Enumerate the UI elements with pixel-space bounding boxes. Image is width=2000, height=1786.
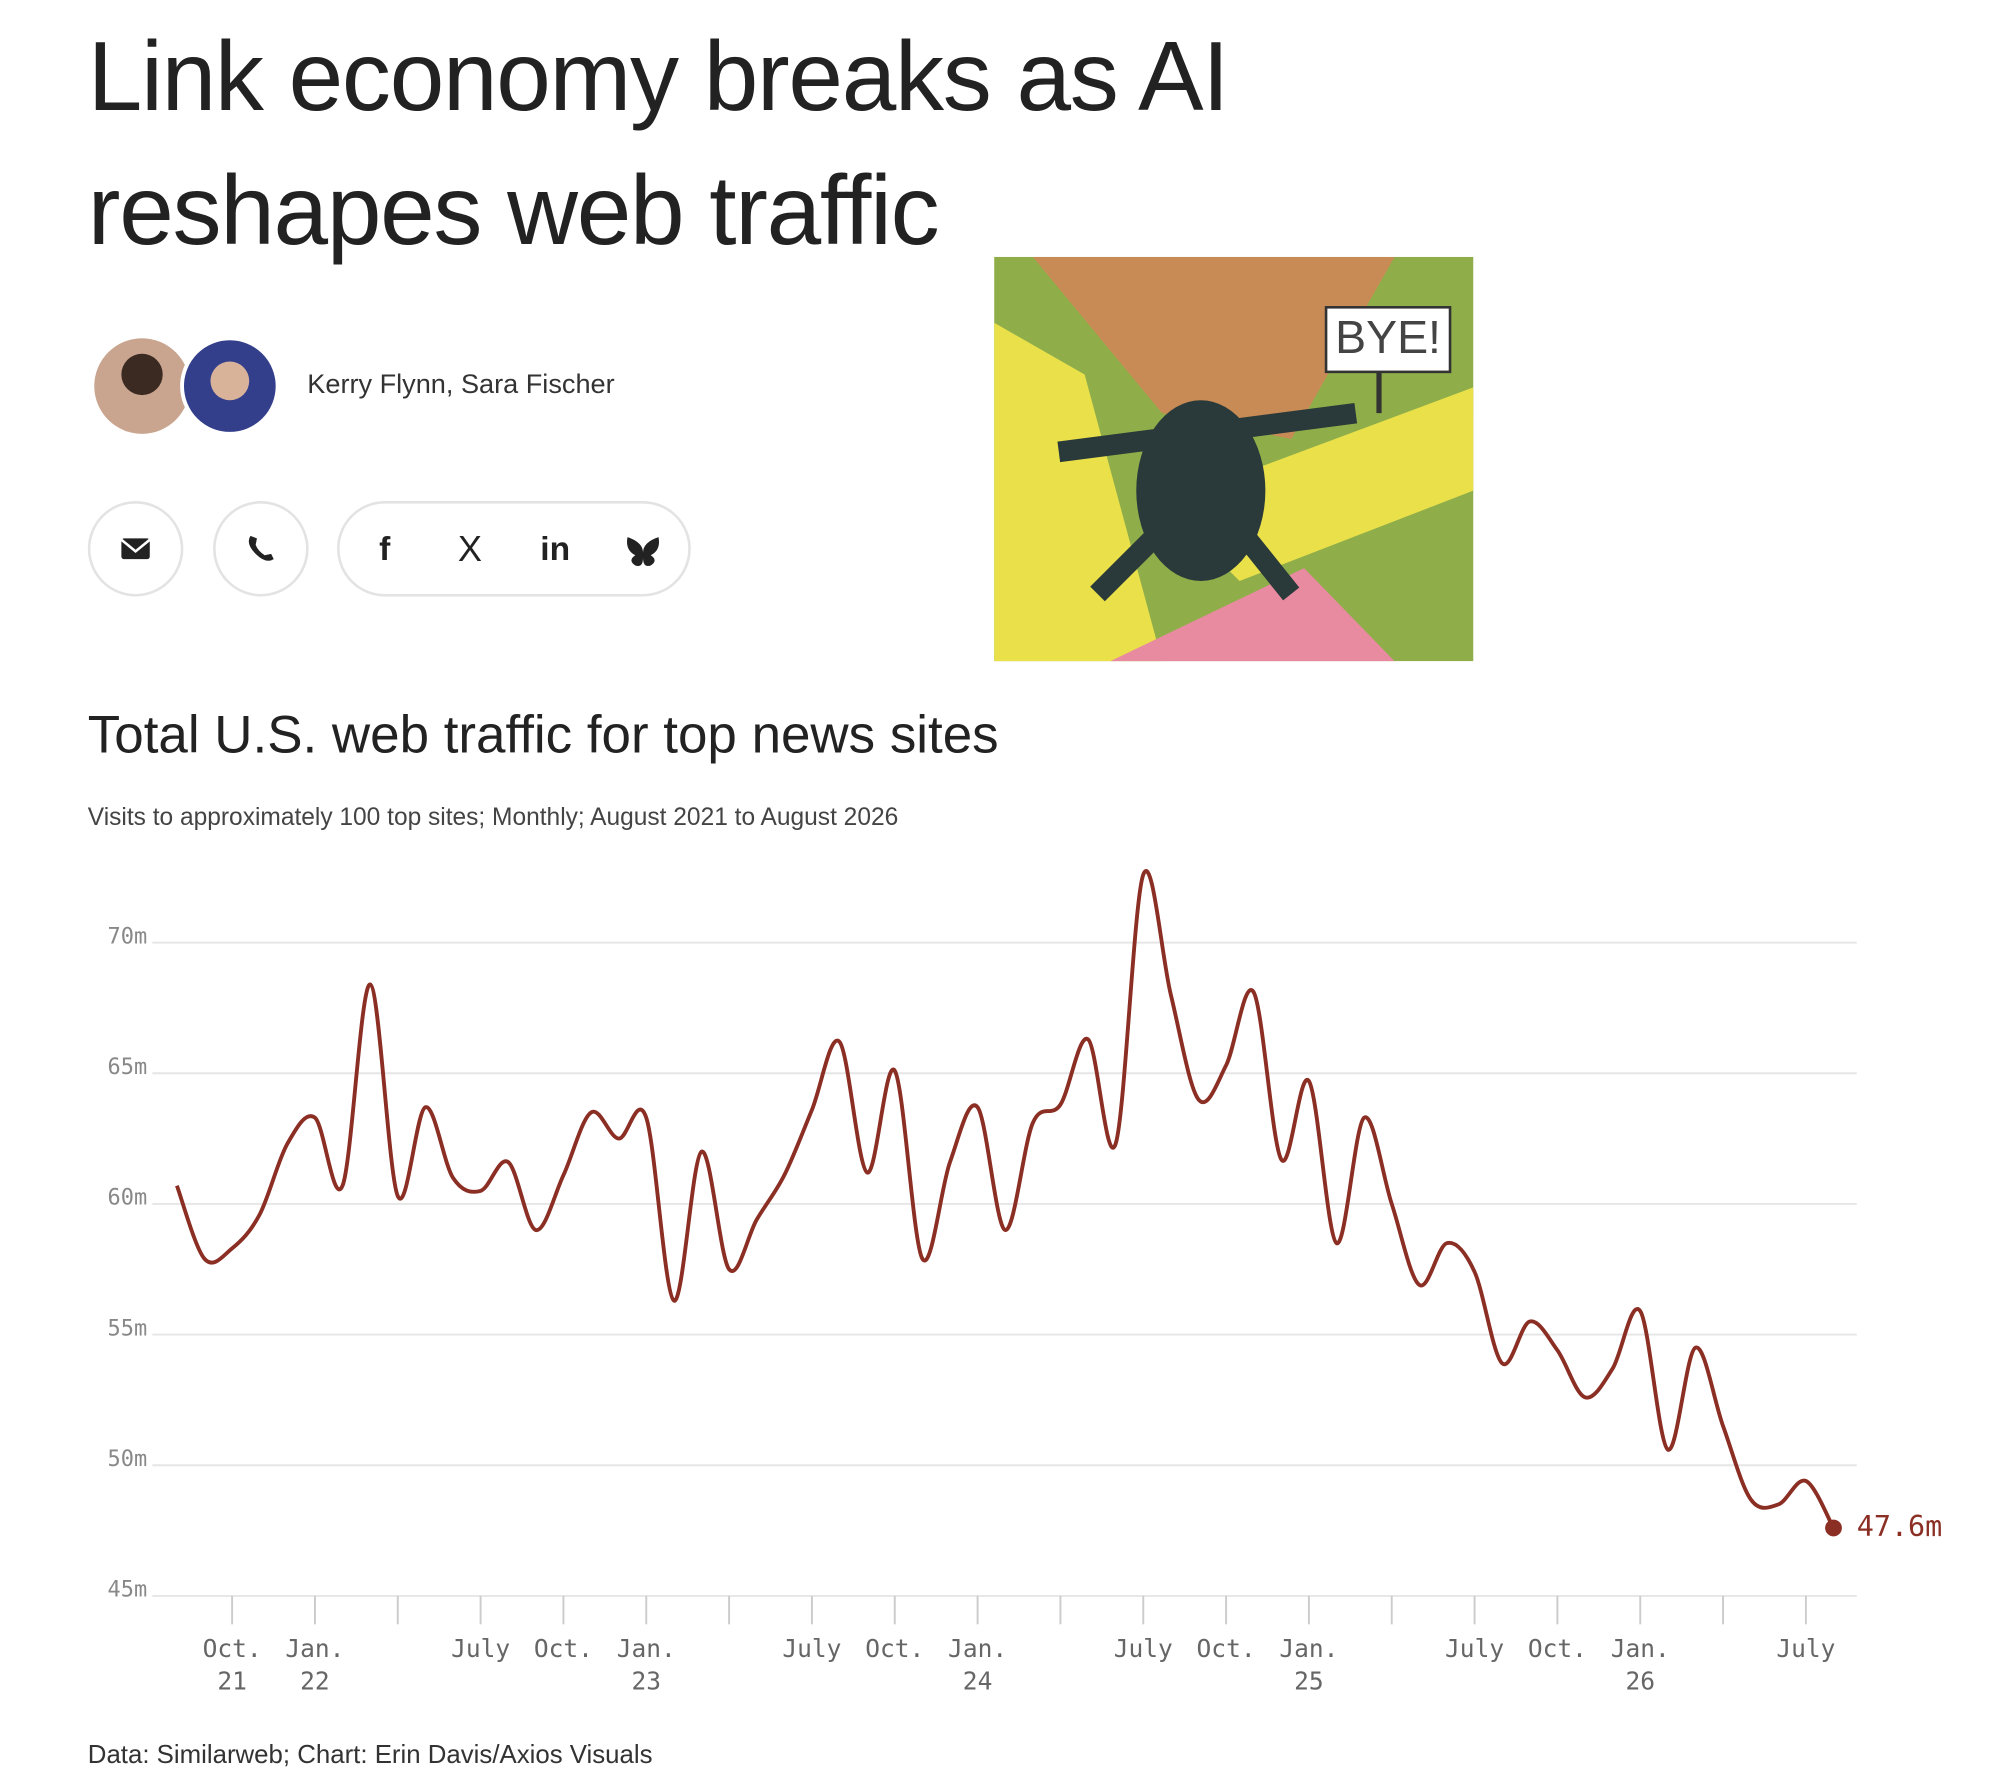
- x-tick-label: July: [1776, 1634, 1835, 1663]
- y-tick-label: 60m: [108, 1186, 148, 1211]
- end-point: [1825, 1519, 1842, 1537]
- x-tick-year: 23: [632, 1666, 662, 1695]
- avatar-hair: [121, 353, 163, 396]
- x-tick-label: Jan.: [948, 1634, 1007, 1663]
- y-tick-label: 45m: [108, 1578, 148, 1603]
- sign-text: BYE!: [1335, 311, 1441, 363]
- data-line: [175, 869, 1836, 1529]
- x-tick-label: Jan.: [1611, 1634, 1670, 1663]
- x-tick-label: Oct.: [865, 1634, 924, 1663]
- x-tick-year: 22: [300, 1666, 330, 1695]
- x-tick-year: 24: [963, 1666, 993, 1695]
- phone-icon: [248, 535, 274, 561]
- x-tick-year: 21: [217, 1666, 247, 1695]
- chart-subtitle: Visits to approximately 100 top sites; M…: [88, 804, 898, 831]
- phone-button[interactable]: [213, 500, 309, 597]
- x-tick-label: Jan.: [285, 1634, 344, 1663]
- authors: Kerry Flynn, Sara Fischer: [307, 368, 614, 399]
- y-tick-label: 50m: [108, 1447, 148, 1472]
- x-tick-label: July: [782, 1634, 841, 1663]
- share-group: [337, 500, 691, 597]
- facebook-button[interactable]: f: [379, 531, 391, 568]
- x-tick-label: Oct.: [1528, 1634, 1587, 1663]
- x-tick-label: Jan.: [1279, 1634, 1338, 1663]
- x-tick-label: July: [1114, 1634, 1173, 1663]
- x-tick-year: 26: [1625, 1666, 1655, 1695]
- y-tick-label: 70m: [108, 924, 148, 949]
- chart-source: Data: Similarweb; Chart: Erin Davis/Axio…: [88, 1741, 653, 1769]
- email-icon: [121, 538, 150, 560]
- y-tick-label: 65m: [108, 1055, 148, 1080]
- y-tick-label: 55m: [108, 1316, 148, 1341]
- article-title: Link economy breaks as AI reshapes web t…: [87, 21, 1230, 266]
- x-tick-label: Oct.: [1197, 1634, 1256, 1663]
- value-label: 47.6m: [1857, 1510, 1942, 1543]
- x-tick-label: Jan.: [617, 1634, 676, 1663]
- linkedin-button[interactable]: in: [540, 531, 570, 568]
- chart-title: Total U.S. web traffic for top news site…: [88, 706, 999, 765]
- x-tick-label: July: [451, 1634, 510, 1663]
- avatar-face: [210, 361, 250, 401]
- x-tick-label: Oct.: [534, 1634, 593, 1663]
- x-button[interactable]: X: [458, 528, 482, 569]
- email-icon-flap: [120, 538, 151, 554]
- x-tick-label: Oct.: [203, 1634, 262, 1663]
- cartoon-image: BYE!: [994, 256, 1474, 662]
- x-tick-label: July: [1445, 1634, 1504, 1663]
- bluesky-button[interactable]: [627, 537, 660, 567]
- x-tick-year: 25: [1294, 1666, 1324, 1695]
